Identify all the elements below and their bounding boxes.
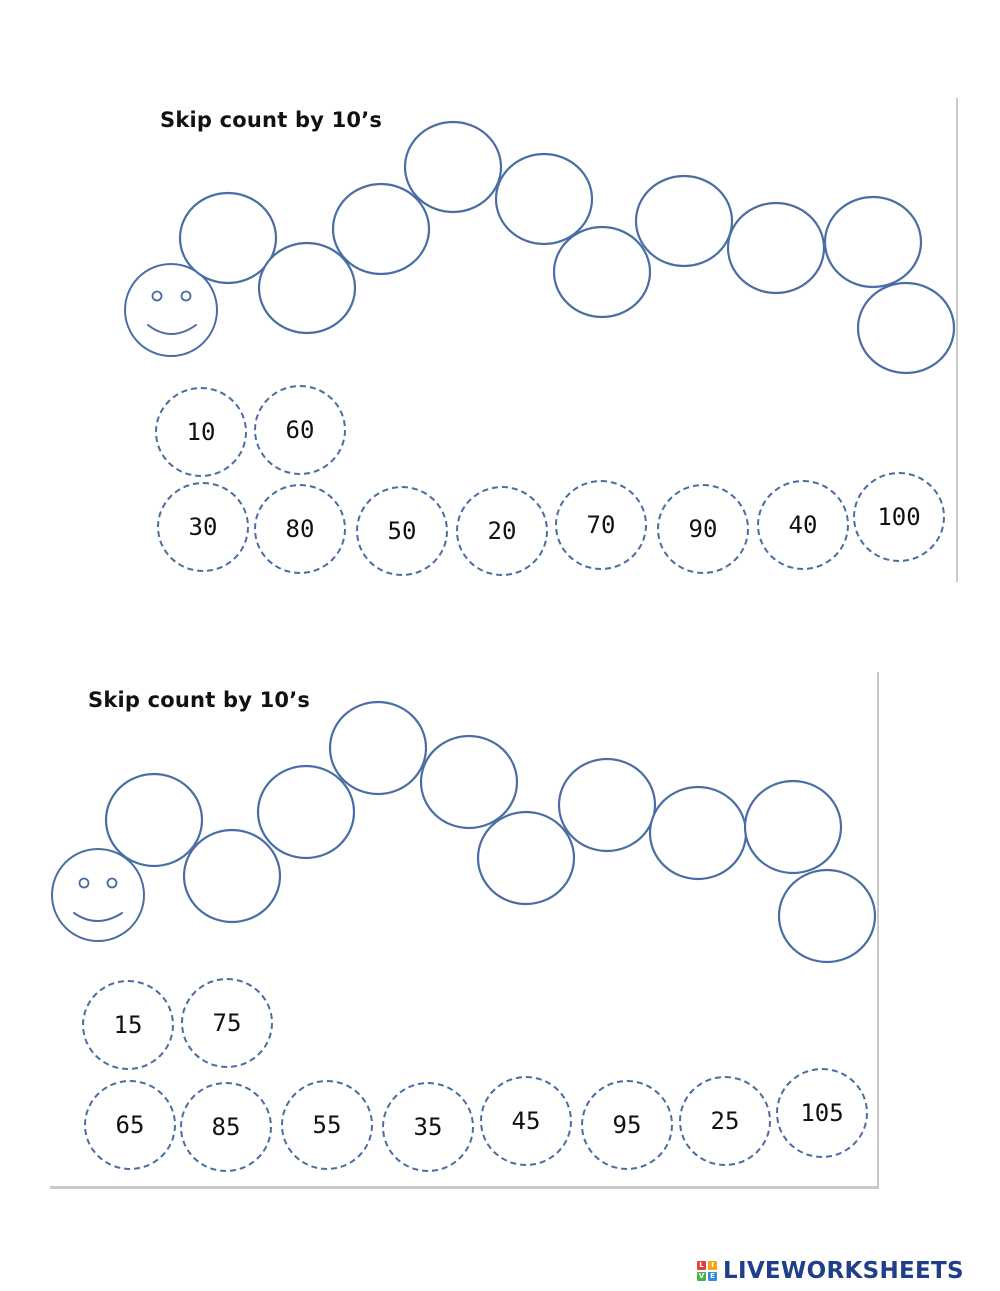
- number-token[interactable]: 90: [657, 484, 749, 574]
- number-token[interactable]: 105: [776, 1068, 868, 1158]
- drop-slot[interactable]: [257, 241, 357, 335]
- caterpillar-1-head: [124, 263, 218, 357]
- token-label: 65: [115, 1111, 145, 1139]
- token-label: 80: [285, 515, 315, 543]
- drop-slot[interactable]: [552, 225, 652, 319]
- token-label: 45: [511, 1107, 541, 1135]
- token-label: 90: [688, 515, 718, 543]
- caterpillar-2-head: [51, 848, 145, 942]
- eye-icon: [78, 877, 90, 889]
- token-label: 15: [113, 1011, 143, 1039]
- drop-slot[interactable]: [557, 757, 657, 853]
- token-label: 85: [211, 1113, 241, 1141]
- eye-icon: [180, 290, 192, 302]
- eye-icon: [151, 290, 163, 302]
- token-label: 100: [877, 503, 921, 531]
- token-label: 40: [788, 511, 818, 539]
- drop-slot[interactable]: [634, 174, 734, 268]
- number-token[interactable]: 100: [853, 472, 945, 562]
- number-token[interactable]: 35: [382, 1082, 474, 1172]
- drop-slot[interactable]: [256, 764, 356, 860]
- logo-text: LIVEWORKSHEETS: [723, 1258, 964, 1284]
- drop-slot[interactable]: [494, 152, 594, 246]
- drop-slot[interactable]: [648, 785, 748, 881]
- drop-slot[interactable]: [726, 201, 826, 295]
- token-label: 55: [312, 1111, 342, 1139]
- token-label: 105: [800, 1099, 844, 1127]
- number-token[interactable]: 25: [679, 1076, 771, 1166]
- drop-slot[interactable]: [743, 779, 843, 875]
- logo-tile: E: [708, 1272, 717, 1281]
- drop-slot[interactable]: [104, 772, 204, 868]
- token-label: 10: [186, 418, 216, 446]
- logo-tile: L: [697, 1261, 706, 1270]
- token-label: 25: [710, 1107, 740, 1135]
- drop-slot[interactable]: [331, 182, 431, 276]
- section-2-title: Skip count by 10’s: [88, 688, 311, 712]
- token-label: 30: [188, 513, 218, 541]
- number-token[interactable]: 55: [281, 1080, 373, 1170]
- drop-slot[interactable]: [419, 734, 519, 830]
- token-label: 60: [285, 416, 315, 444]
- number-token[interactable]: 70: [555, 480, 647, 570]
- drop-slot[interactable]: [856, 281, 956, 375]
- number-token[interactable]: 30: [157, 482, 249, 572]
- caterpillar-1: [124, 120, 956, 375]
- section-2-border-bottom: [50, 1186, 879, 1189]
- drop-slot[interactable]: [178, 191, 278, 285]
- section-2-border: [877, 672, 879, 1188]
- token-label: 70: [586, 511, 616, 539]
- number-token[interactable]: 15: [82, 980, 174, 1070]
- number-token[interactable]: 95: [581, 1080, 673, 1170]
- smile-icon: [73, 912, 123, 922]
- number-token[interactable]: 65: [84, 1080, 176, 1170]
- section-1-title: Skip count by 10’s: [160, 108, 383, 132]
- liveworksheets-logo: L I V E LIVEWORKSHEETS: [697, 1254, 964, 1288]
- number-token[interactable]: 85: [180, 1082, 272, 1172]
- number-token[interactable]: 45: [480, 1076, 572, 1166]
- drop-slot[interactable]: [403, 120, 503, 214]
- logo-tile: V: [697, 1272, 706, 1281]
- logo-tile: I: [708, 1261, 717, 1270]
- token-label: 95: [612, 1111, 642, 1139]
- number-token[interactable]: 40: [757, 480, 849, 570]
- drop-slot[interactable]: [476, 810, 576, 906]
- number-token[interactable]: 20: [456, 486, 548, 576]
- number-token[interactable]: 10: [155, 387, 247, 477]
- section-1-border: [956, 98, 958, 582]
- token-label: 75: [212, 1009, 242, 1037]
- token-label: 50: [387, 517, 417, 545]
- drop-slot[interactable]: [823, 195, 923, 289]
- number-token[interactable]: 60: [254, 385, 346, 475]
- token-label: 35: [413, 1113, 443, 1141]
- drop-slot[interactable]: [777, 868, 877, 964]
- liveworksheets-logo-icon: L I V E: [697, 1261, 717, 1281]
- token-label: 20: [487, 517, 517, 545]
- drop-slot[interactable]: [182, 828, 282, 924]
- number-token[interactable]: 75: [181, 978, 273, 1068]
- drop-slot[interactable]: [328, 700, 428, 796]
- number-token[interactable]: 50: [356, 486, 448, 576]
- smile-icon: [147, 324, 197, 335]
- number-token[interactable]: 80: [254, 484, 346, 574]
- eye-icon: [106, 877, 118, 889]
